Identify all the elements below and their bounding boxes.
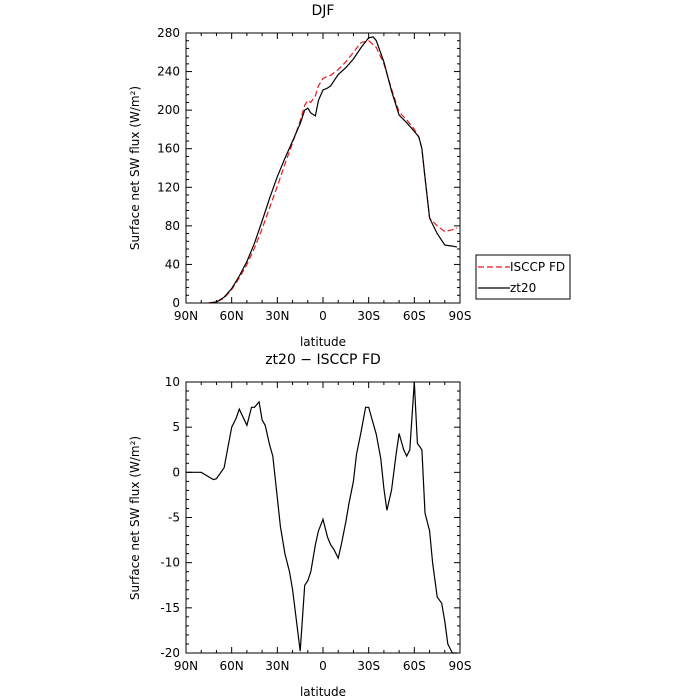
- x-tick-label: 60N: [220, 309, 244, 323]
- x-tick-label: 30S: [357, 309, 380, 323]
- top-panel: DJF 90N 60N 30N 0 30S 60S 90S 0 40 80 120 160 200 240…: [128, 3, 571, 349]
- x-tick-label: 90N: [174, 659, 198, 673]
- series-line-zt20: [208, 36, 458, 304]
- x-tick-label: 90S: [449, 309, 472, 323]
- top-y-axis-label: Surface net SW flux (W/m²): [128, 86, 142, 250]
- top-plot-frame: [185, 32, 461, 304]
- y-tick-label: 160: [157, 142, 180, 156]
- y-tick-label: 200: [157, 103, 180, 117]
- top-chart-title: DJF: [312, 3, 335, 19]
- bottom-chart-title: zt20 − ISCCP FD: [265, 352, 381, 368]
- y-tick-label: -10: [160, 556, 180, 570]
- bottom-panel: zt20 − ISCCP FD 90N 60N 30N 0 30S 60S 90S -20 -1…: [128, 352, 471, 699]
- y-tick-label: 0: [172, 296, 180, 310]
- series-line: [186, 381, 457, 654]
- bottom-y-axis-label: Surface net SW flux (W/m²): [128, 436, 142, 600]
- x-tick-label: 0: [319, 309, 327, 323]
- bottom-x-axis-label: latitude: [300, 685, 346, 699]
- legend: ISCCP FD zt20: [475, 254, 571, 300]
- y-tick-label: 80: [165, 219, 180, 233]
- x-tick-label: 90N: [174, 309, 198, 323]
- x-tick-label: 60S: [403, 659, 426, 673]
- x-tick-label: 30N: [265, 309, 289, 323]
- series-line-isccp-fd: [208, 40, 458, 304]
- y-tick-label: 5: [172, 420, 180, 434]
- y-tick-label: -5: [168, 511, 180, 525]
- bottom-plot-frame: [185, 381, 461, 654]
- y-tick-label: 40: [165, 257, 180, 271]
- x-tick-label: 30N: [265, 659, 289, 673]
- legend-label-zt20: zt20: [510, 281, 536, 295]
- y-tick-label: -20: [160, 646, 180, 660]
- top-x-axis-label: latitude: [300, 335, 346, 349]
- y-tick-label: 240: [157, 65, 180, 79]
- x-tick-label: 0: [319, 659, 327, 673]
- x-tick-label: 90S: [449, 659, 472, 673]
- legend-box: [475, 254, 571, 300]
- x-tick-label: 60N: [220, 659, 244, 673]
- x-tick-label: 60S: [403, 309, 426, 323]
- y-tick-label: 0: [172, 465, 180, 479]
- y-tick-label: -15: [160, 601, 180, 615]
- y-tick-label: 120: [157, 180, 180, 194]
- y-tick-label: 10: [165, 375, 180, 389]
- x-tick-label: 30S: [357, 659, 380, 673]
- legend-label-isccp: ISCCP FD: [510, 260, 565, 274]
- y-tick-label: 280: [157, 26, 180, 40]
